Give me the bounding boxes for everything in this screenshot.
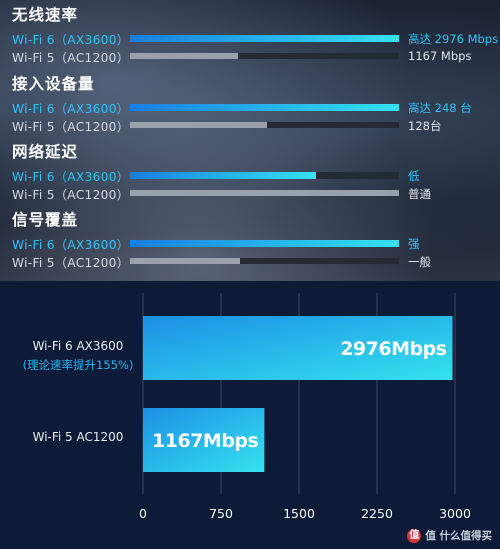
watermark: 值 值 什么值得买 [407, 528, 492, 543]
chart-svg: 0 750 1500 2250 3000 2976Mbps 1167Mbps [139, 293, 471, 521]
wifi5-bar-fill [130, 53, 238, 59]
wifi6-row-label: Wi-Fi 6（AX3600） [12, 238, 130, 252]
wifi5-row-label: Wi-Fi 5（AC1200） [12, 188, 130, 202]
wifi5-bar-track [130, 53, 399, 59]
watermark-logo-icon: 值 [407, 528, 422, 543]
wifi6-bar-track [130, 104, 399, 111]
wifi5-row-label: Wi-Fi 5（AC1200） [12, 256, 130, 270]
wifi6-bar-track [130, 172, 399, 179]
section-title: 无线速率 [12, 6, 79, 24]
wifi5-row-value: 一般 [408, 255, 431, 269]
bar-wifi6 [143, 316, 453, 380]
section-title: 信号覆盖 [12, 211, 79, 229]
wifi5-bar-fill [130, 258, 241, 264]
top-comparison-panel: 无线速率 Wi-Fi 6（AX3600） 高达 2976 Mbps Wi-Fi 5（A… [0, 0, 500, 281]
wifi6-bar-fill [130, 104, 399, 111]
wifi6-row-value: 高达 248 台 [408, 101, 472, 115]
wifi6-row-label: Wi-Fi 6（AX3600） [12, 170, 130, 184]
wifi6-row-label: Wi-Fi 6（AX3600） [12, 33, 130, 47]
watermark-text: 值 什么值得买 [425, 530, 492, 542]
category-label-wifi6: Wi-Fi 6 AX3600 [32, 339, 124, 353]
wifi5-row-value: 普通 [408, 187, 431, 201]
wifi5-row-value: 1167 Mbps [408, 49, 472, 63]
wifi6-bar-fill [130, 35, 399, 42]
x-tick-label: 3000 [439, 506, 471, 521]
wifi5-bar-track [130, 122, 399, 128]
category-label-wifi5: Wi-Fi 5 AC1200 [32, 430, 124, 444]
wifi6-bar-fill [130, 240, 399, 247]
wifi6-bar-fill [130, 172, 316, 179]
x-tick-label: 0 [139, 506, 147, 521]
wifi5-row-label: Wi-Fi 5（AC1200） [12, 120, 130, 134]
wifi6-row-value: 高达 2976 Mbps [408, 32, 499, 46]
wifi6-row-label: Wi-Fi 6（AX3600） [12, 102, 130, 116]
wifi6-row-value: 强 [408, 237, 420, 251]
wifi5-bar-fill [130, 122, 268, 128]
wifi5-bar-fill [130, 190, 399, 196]
x-tick-label: 2250 [361, 506, 393, 521]
wifi5-row-label: Wi-Fi 5（AC1200） [12, 51, 130, 65]
wifi5-row-value: 128台 [408, 119, 442, 133]
bar-data-label: 1167Mbps [152, 430, 258, 452]
wifi6-bar-track [130, 35, 399, 42]
section-title: 接入设备量 [12, 75, 95, 93]
bar-wifi5 [143, 408, 265, 472]
wifi5-bar-track [130, 190, 399, 196]
wifi5-bar-track [130, 258, 399, 264]
wifi6-bar-track [130, 240, 399, 247]
x-tick-label: 1500 [283, 506, 315, 521]
wifi6-row-value: 低 [408, 169, 420, 183]
category-note-wifi6: (理论速率提升155%) [22, 358, 134, 372]
section-title: 网络延迟 [12, 143, 79, 161]
bar-data-label: 2976Mbps [340, 338, 446, 360]
bandwidth-bar-chart: 0 750 1500 2250 3000 2976Mbps 1167Mbps Wi-Fi 6… [0, 281, 500, 549]
x-tick-label: 750 [209, 506, 233, 521]
